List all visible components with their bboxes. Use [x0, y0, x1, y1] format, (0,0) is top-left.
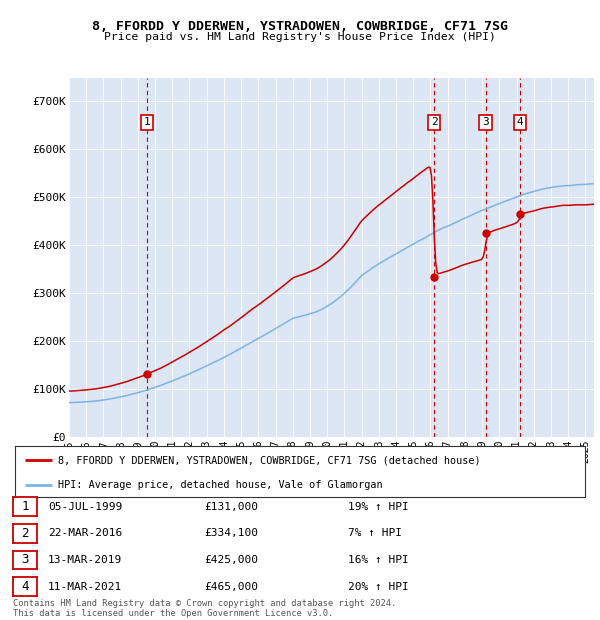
Text: 22-MAR-2016: 22-MAR-2016: [48, 528, 122, 538]
Text: 2: 2: [22, 527, 29, 539]
Text: 19% ↑ HPI: 19% ↑ HPI: [348, 502, 409, 512]
Text: 16% ↑ HPI: 16% ↑ HPI: [348, 555, 409, 565]
Text: Price paid vs. HM Land Registry's House Price Index (HPI): Price paid vs. HM Land Registry's House …: [104, 32, 496, 42]
Text: 2: 2: [431, 117, 437, 128]
Text: £425,000: £425,000: [204, 555, 258, 565]
Text: 7% ↑ HPI: 7% ↑ HPI: [348, 528, 402, 538]
Text: 20% ↑ HPI: 20% ↑ HPI: [348, 582, 409, 591]
Text: 8, FFORDD Y DDERWEN, YSTRADOWEN, COWBRIDGE, CF71 7SG (detached house): 8, FFORDD Y DDERWEN, YSTRADOWEN, COWBRID…: [58, 455, 481, 465]
Text: 3: 3: [22, 554, 29, 566]
Text: 1: 1: [143, 117, 150, 128]
Text: 3: 3: [482, 117, 489, 128]
Text: 13-MAR-2019: 13-MAR-2019: [48, 555, 122, 565]
Text: 8, FFORDD Y DDERWEN, YSTRADOWEN, COWBRIDGE, CF71 7SG: 8, FFORDD Y DDERWEN, YSTRADOWEN, COWBRID…: [92, 20, 508, 33]
Text: £465,000: £465,000: [204, 582, 258, 591]
Text: Contains HM Land Registry data © Crown copyright and database right 2024.: Contains HM Land Registry data © Crown c…: [13, 598, 397, 608]
Text: 11-MAR-2021: 11-MAR-2021: [48, 582, 122, 591]
Text: £334,100: £334,100: [204, 528, 258, 538]
Text: 1: 1: [22, 500, 29, 513]
Text: 4: 4: [517, 117, 523, 128]
Text: 05-JUL-1999: 05-JUL-1999: [48, 502, 122, 512]
Text: 4: 4: [22, 580, 29, 593]
Text: HPI: Average price, detached house, Vale of Glamorgan: HPI: Average price, detached house, Vale…: [58, 479, 382, 490]
Text: This data is licensed under the Open Government Licence v3.0.: This data is licensed under the Open Gov…: [13, 608, 334, 618]
Text: £131,000: £131,000: [204, 502, 258, 512]
